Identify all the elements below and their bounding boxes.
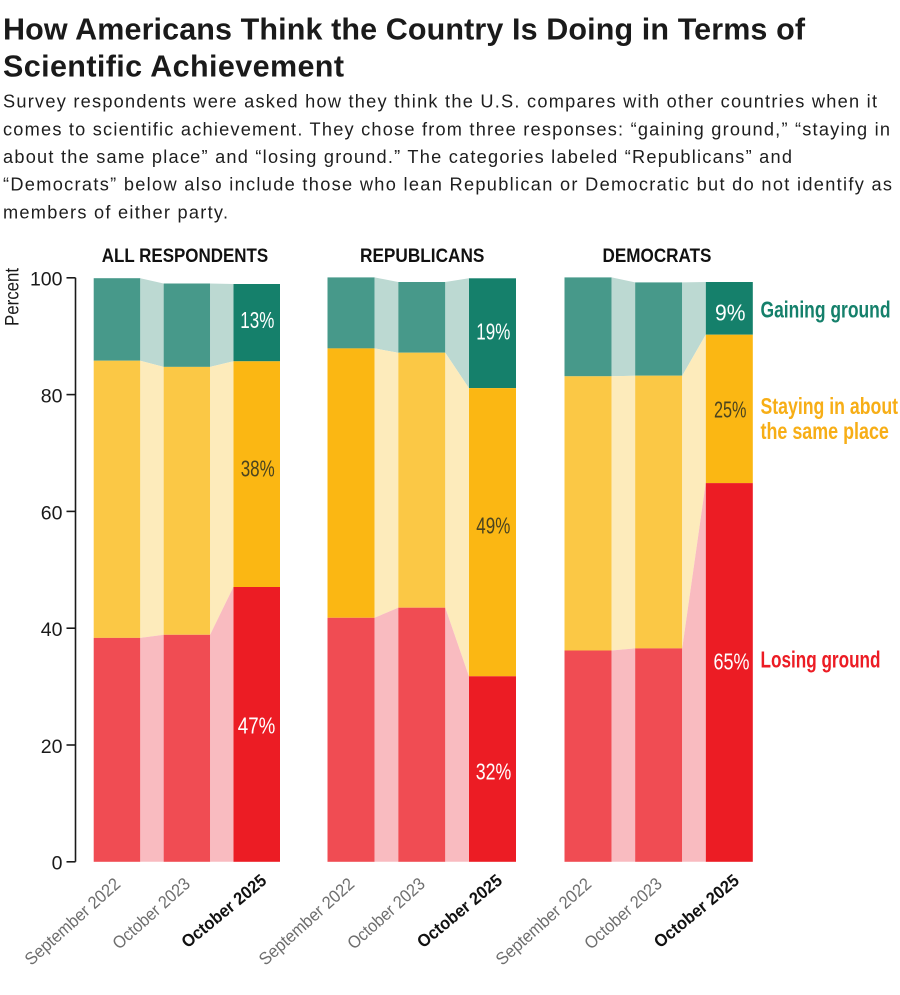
svg-text:20: 20 xyxy=(41,736,63,758)
svg-text:40: 40 xyxy=(41,619,63,641)
svg-text:49%: 49% xyxy=(476,513,510,539)
svg-text:47%: 47% xyxy=(238,713,276,739)
svg-text:80: 80 xyxy=(41,386,63,408)
svg-text:38%: 38% xyxy=(241,456,275,482)
svg-text:Percent: Percent xyxy=(3,267,24,326)
svg-text:REPUBLICANS: REPUBLICANS xyxy=(360,245,484,267)
svg-text:DEMOCRATS: DEMOCRATS xyxy=(603,245,712,267)
svg-text:0: 0 xyxy=(52,853,63,875)
svg-text:100: 100 xyxy=(30,269,63,291)
svg-text:Survey respondents were asked: Survey respondents were asked how they t… xyxy=(3,92,877,112)
svg-text:ALL RESPONDENTS: ALL RESPONDENTS xyxy=(102,245,268,267)
svg-text:Scientific Achievement: Scientific Achievement xyxy=(3,49,344,83)
svg-text:the same place: the same place xyxy=(761,418,889,444)
svg-text:13%: 13% xyxy=(240,307,274,333)
svg-text:about the same place” and “los: about the same place” and “losing ground… xyxy=(3,147,792,167)
svg-text:Losing ground: Losing ground xyxy=(761,647,881,673)
svg-text:9%: 9% xyxy=(715,300,746,326)
svg-text:Gaining ground: Gaining ground xyxy=(761,297,891,323)
svg-text:19%: 19% xyxy=(476,319,510,345)
svg-text:Staying in about: Staying in about xyxy=(761,393,899,419)
svg-text:32%: 32% xyxy=(476,759,512,785)
svg-text:How Americans Think the Countr: How Americans Think the Country Is Doing… xyxy=(3,12,806,46)
svg-text:members of either party.: members of either party. xyxy=(3,202,228,222)
svg-text:60: 60 xyxy=(41,502,63,524)
svg-text:25%: 25% xyxy=(714,397,747,423)
svg-text:comes to scientific achievemen: comes to scientific achievement. They ch… xyxy=(3,119,890,139)
svg-text:65%: 65% xyxy=(714,649,750,675)
svg-text:“Democrats” below also include: “Democrats” below also include those who… xyxy=(3,175,892,195)
